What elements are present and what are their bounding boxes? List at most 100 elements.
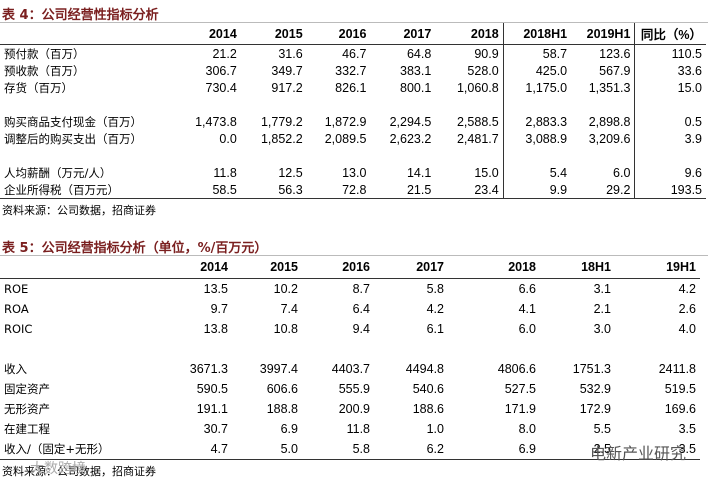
data-row: 预付款（百万） 21.2 31.6 46.7 64.8 90.9 58.7 123.6 110.…	[0, 44, 706, 62]
spacer-cell	[307, 147, 371, 164]
value-cell: 0.5	[634, 113, 706, 130]
row-label: 人均薪酬（万元/人）	[4, 165, 112, 180]
value-cell: 4.2	[678, 282, 696, 296]
value-cell: 123.6	[599, 46, 631, 61]
value-cell: 3997.4	[259, 362, 298, 376]
value-cell: 21.5	[370, 181, 436, 199]
value-cell: 5.8	[302, 439, 374, 460]
value-cell: 4.2	[426, 302, 444, 316]
value-cell: 31.6	[278, 46, 303, 61]
value-cell: 3671.3	[189, 362, 228, 376]
value-cell: 9.4	[352, 322, 370, 336]
spacer-cell	[0, 96, 177, 113]
spacer-cell	[435, 147, 503, 164]
value-cell: 800.1	[400, 80, 432, 95]
row-label: ROE	[4, 282, 29, 296]
value-cell: 9.6	[634, 164, 706, 181]
value-cell: 730.4	[205, 80, 237, 95]
row-label: 收入/（固定+无形）	[0, 439, 120, 460]
value-cell: 6.1	[426, 322, 444, 336]
value-cell: 567.9	[599, 63, 631, 78]
column-header: 2018H1	[502, 23, 572, 45]
value-cell: 3.5	[615, 439, 700, 460]
value-cell: 29.2	[571, 181, 635, 199]
spacer-row	[0, 147, 706, 164]
watermark: 大数跨境	[30, 461, 86, 477]
data-row: 无形资产 191.1 188.8 200.9 188.6 171.9 172.9 169.6	[0, 399, 700, 419]
value-cell: 1.0	[426, 422, 444, 436]
value-cell: 3,209.6	[588, 131, 631, 146]
value-cell: 4403.7	[331, 362, 370, 376]
header-row: 2014 2015 2016 2017 2018 18H1 19H1	[0, 256, 700, 279]
value-cell: 172.9	[579, 402, 611, 416]
value-cell: 188.8	[266, 402, 298, 416]
value-cell: 191.1	[196, 402, 228, 416]
value-cell: 11.8	[213, 165, 237, 180]
table: 2014 2015 2016 2017 2018 18H1 19H1 ROE 13.5 10.2 8…	[0, 256, 700, 460]
data-row: 人均薪酬（万元/人） 11.8 12.5 13.0 14.1 15.0 5.4 6.0 9.6	[0, 164, 706, 181]
column-header: 2019H1	[571, 23, 635, 45]
spacer-cell	[177, 96, 241, 113]
column-header: 18H1	[540, 256, 615, 279]
value-cell: 383.1	[400, 63, 432, 78]
value-cell: 1,872.9	[324, 114, 367, 129]
value-cell: 3,088.9	[502, 130, 572, 147]
source-note: 资料来源：公司数据，招商证券	[2, 465, 156, 478]
watermark: 电新产业研究	[589, 444, 686, 463]
value-cell: 2,623.2	[389, 131, 432, 146]
data-row: 存货（百万） 730.4 917.2 826.1 800.1 1,060.8 1,175.0…	[0, 79, 706, 96]
column-header: 2017	[370, 23, 436, 45]
value-cell: 917.2	[271, 80, 303, 95]
value-cell: 532.9	[579, 382, 611, 396]
value-cell: 6.9	[448, 439, 540, 460]
value-cell: 5.4	[502, 164, 572, 181]
data-row: ROIC 13.8 10.8 9.4 6.1 6.0 3.0 4.0	[0, 319, 700, 339]
value-cell: 15.0	[634, 79, 706, 96]
value-cell: 590.5	[196, 382, 228, 396]
value-cell: 13.5	[203, 282, 228, 296]
value-cell: 10.2	[273, 282, 298, 296]
spacer-cell	[571, 147, 635, 164]
value-cell: 90.9	[474, 46, 499, 61]
value-cell: 8.0	[518, 422, 536, 436]
column-header: 2015	[232, 256, 302, 279]
table4-block: 表 4：公司经营性指标分析 2014 2015 2016 2017 2018 2018H1…	[0, 0, 708, 221]
row-label: ROA	[4, 302, 29, 316]
value-cell: 11.8	[346, 422, 370, 436]
value-cell: 5.8	[426, 282, 444, 296]
spacer-cell	[232, 339, 302, 359]
row-label: 在建工程	[4, 422, 50, 436]
value-cell: 58.5	[177, 181, 241, 199]
value-cell: 2,089.5	[324, 131, 367, 146]
value-cell: 2.6	[678, 302, 696, 316]
value-cell: 3.1	[593, 282, 611, 296]
data-row: ROA 9.7 7.4 6.4 4.2 4.1 2.1 2.6	[0, 299, 700, 319]
value-cell: 3.9	[634, 130, 706, 147]
value-cell: 1,351.3	[588, 80, 631, 95]
value-cell: 349.7	[271, 63, 303, 78]
value-cell: 1,473.8	[195, 114, 237, 129]
value-cell: 1751.3	[572, 362, 611, 376]
value-cell: 0.0	[219, 131, 237, 146]
value-cell: 528.0	[467, 63, 499, 78]
value-cell: 33.6	[634, 62, 706, 79]
data-row: 收入/（固定+无形） 4.7 5.0 5.8 6.2 6.9 2.5 3.5	[0, 439, 700, 460]
spacer-cell	[374, 339, 448, 359]
row-label: 无形资产	[4, 402, 50, 416]
spacer-cell	[634, 96, 706, 113]
value-cell: 188.6	[412, 402, 444, 416]
spacer-cell	[241, 96, 307, 113]
row-label: 购买商品支付现金（百万）	[4, 114, 142, 129]
spacer-cell	[241, 147, 307, 164]
row-label: ROIC	[4, 322, 33, 336]
header-row: 2014 2015 2016 2017 2018 2018H1 2019H1 同比（%）	[0, 23, 706, 45]
value-cell: 56.3	[240, 181, 307, 199]
value-cell: 527.5	[504, 382, 536, 396]
value-cell: 1,852.2	[260, 131, 303, 146]
value-cell: 12.5	[278, 165, 303, 180]
row-label: 企业所得税（百万元）	[0, 181, 177, 199]
row-label: 存货（百万）	[4, 80, 73, 95]
value-cell: 13.8	[203, 322, 228, 336]
column-header: 2017	[374, 256, 448, 279]
